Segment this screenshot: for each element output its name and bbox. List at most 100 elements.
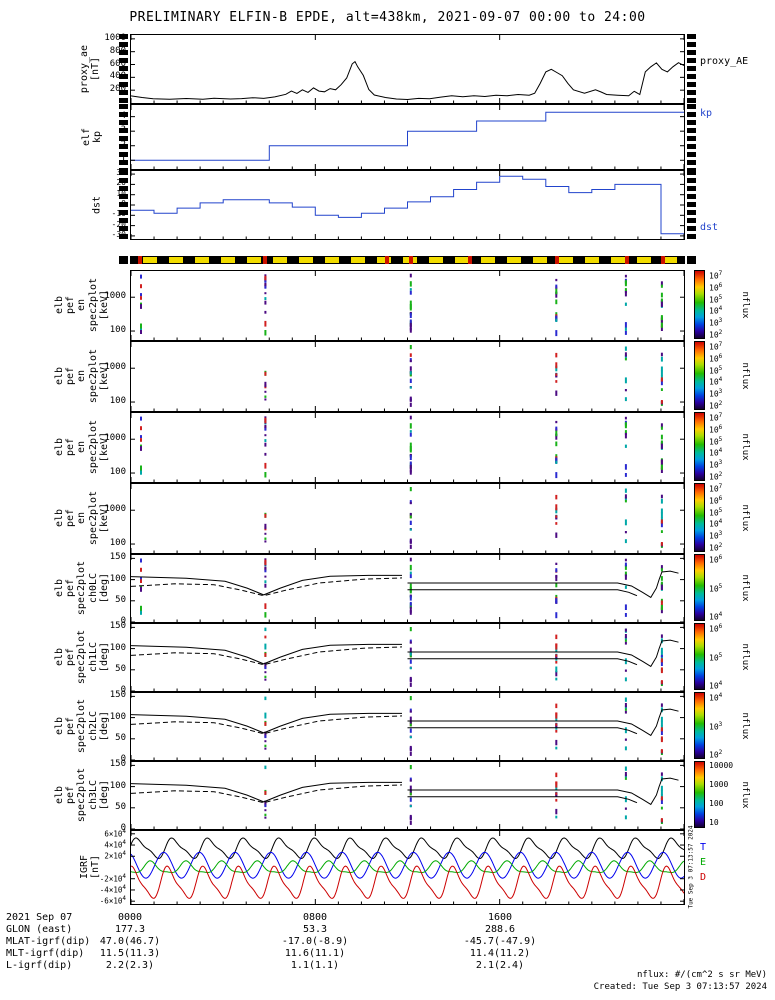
y-tick-label: 50 <box>115 801 126 812</box>
orbit-mark <box>660 256 665 264</box>
y-tick-label: 4 <box>120 110 126 121</box>
y-tick-label: 100 <box>109 642 126 653</box>
orbit-indicator-bar <box>130 256 685 264</box>
y-tick-label: 200 <box>109 84 126 95</box>
colorbar-tick-label: 105 <box>709 364 723 376</box>
flag-blocks-left-kp <box>119 104 128 170</box>
colorbar-title: nflux <box>740 290 750 319</box>
colorbar-tick-label: 105 <box>709 293 723 305</box>
created-date-vertical: Tue Sep 3 07:13:57 2024 <box>687 825 695 909</box>
colorbar <box>694 692 705 759</box>
y-tick-label: -2×104 <box>99 872 126 884</box>
bottom-row-value: 11.6(11.1) <box>284 948 346 959</box>
y-tick-label: 50 <box>115 663 126 674</box>
colorbar-tick-label: 104 <box>709 611 723 622</box>
panel-canvas <box>131 35 684 103</box>
panel-canvas <box>131 413 684 482</box>
colorbar-tick-label: 106 <box>709 623 723 634</box>
y-tick-label: 30 <box>116 168 126 178</box>
right-label-dst: dst <box>700 222 719 233</box>
panel-canvas <box>131 693 684 760</box>
colorbar-tick-label: 102 <box>709 749 723 760</box>
colorbar-title: nflux <box>740 432 750 461</box>
colorbar-tick-label: 105 <box>709 651 723 663</box>
y-tick-label: 100 <box>109 711 126 722</box>
panel-pitch-angle-ch0lc <box>130 554 685 623</box>
colorbar <box>694 483 705 552</box>
colorbar-tick-label: 107 <box>709 270 723 281</box>
panel-energy-spectrogram-4 <box>130 483 685 554</box>
y-tick-label: 2 <box>120 139 126 150</box>
colorbar-tick-label: 10000 <box>709 761 734 770</box>
orbit-mark <box>408 256 413 264</box>
colorbar-tick-label: 105 <box>709 506 723 518</box>
y-tick-label: 100 <box>109 467 126 478</box>
bottom-row-value: 53.3 <box>302 924 328 935</box>
panel-pitch-angle-ch1lc <box>130 623 685 692</box>
panel-canvas <box>131 831 684 904</box>
y-tick-label: 100 <box>109 573 126 584</box>
panel-energy-spectrogram-3 <box>130 412 685 483</box>
y-tick-label: 1000 <box>104 504 126 515</box>
y-tick-label: 800 <box>109 45 126 56</box>
colorbar-tick-label: 107 <box>709 341 723 352</box>
y-tick-label: 4×104 <box>104 839 126 850</box>
colorbar-tick-label: 104 <box>709 447 723 459</box>
y-tick-label: 0 <box>120 823 126 833</box>
y-tick-label: 150 <box>109 690 126 701</box>
colorbar-tick-label: 104 <box>709 305 723 317</box>
bottom-row-label: MLT-igrf(dip) <box>6 948 85 959</box>
panel-canvas <box>131 624 684 691</box>
y-tick-label: 1 <box>120 154 126 165</box>
y-tick-label: 1000 <box>104 362 126 373</box>
panel-dst <box>130 170 685 240</box>
bottom-row-value: 2.2(2.3) <box>105 960 155 971</box>
bottom-row-label: GLON (east) <box>6 924 73 935</box>
bottom-row-label: MLAT-igrf(dip) <box>6 936 91 947</box>
colorbar-tick-label: 103 <box>709 317 723 328</box>
colorbar-tick-label: 106 <box>709 423 723 435</box>
bottom-row-value: 288.6 <box>484 924 516 935</box>
colorbar-tick-label: 106 <box>709 281 723 293</box>
y-tick-label: 0 <box>120 616 126 626</box>
colorbar <box>694 270 705 339</box>
bottom-row-value: 47.0(46.7) <box>99 936 161 947</box>
y-tick-label: 150 <box>109 552 126 563</box>
colorbar <box>694 412 705 481</box>
bottom-row-value: 1600 <box>487 912 513 923</box>
axis-label-spec4: elb pef en spec2plot [keV] <box>54 490 110 546</box>
y-tick-label: 50 <box>115 732 126 743</box>
y-tick-label: 100 <box>109 396 126 407</box>
colorbar-tick-label: 103 <box>709 388 723 399</box>
bottom-row-value: -45.7(-47.9) <box>463 936 537 947</box>
panel-energy-spectrogram-1 <box>130 270 685 341</box>
panel-canvas <box>131 171 684 239</box>
panel-canvas <box>131 342 684 411</box>
colorbar-tick-label: 102 <box>709 400 723 411</box>
y-tick-label: -20 <box>111 219 126 229</box>
bottom-row-value: 11.5(11.3) <box>99 948 161 959</box>
colorbar-tick-label: 10 <box>709 818 719 827</box>
colorbar-title: nflux <box>740 361 750 390</box>
orbit-bar-end-left <box>119 256 128 264</box>
colorbar-tick-label: 104 <box>709 680 723 691</box>
y-tick-label: 0 <box>121 199 126 208</box>
y-tick-label: -6×104 <box>99 895 126 906</box>
colorbar-tick-label: 106 <box>709 554 723 565</box>
y-tick-label: -10 <box>111 209 126 219</box>
y-tick-label: 150 <box>109 621 126 632</box>
orbit-mark <box>554 256 559 264</box>
colorbar-tick-label: 105 <box>709 582 723 594</box>
colorbar-tick-label: 107 <box>709 483 723 494</box>
y-tick-label: 1000 <box>104 32 126 43</box>
y-tick-label: 100 <box>109 780 126 791</box>
flag-blocks-right-kp <box>687 104 696 170</box>
panel-pitch-angle-ch2lc <box>130 692 685 761</box>
y-tick-label: 600 <box>109 58 126 69</box>
igrf-component-label-e: E <box>700 857 707 868</box>
flag-blocks-right-dst <box>687 170 696 240</box>
plot-title: PRELIMINARY ELFIN-B EPDE, alt=438km, 202… <box>129 10 646 25</box>
axis-label-ch3: elb pef spec2plot ch3LC [deg] <box>54 767 110 823</box>
bottom-row-value: 0000 <box>117 912 143 923</box>
